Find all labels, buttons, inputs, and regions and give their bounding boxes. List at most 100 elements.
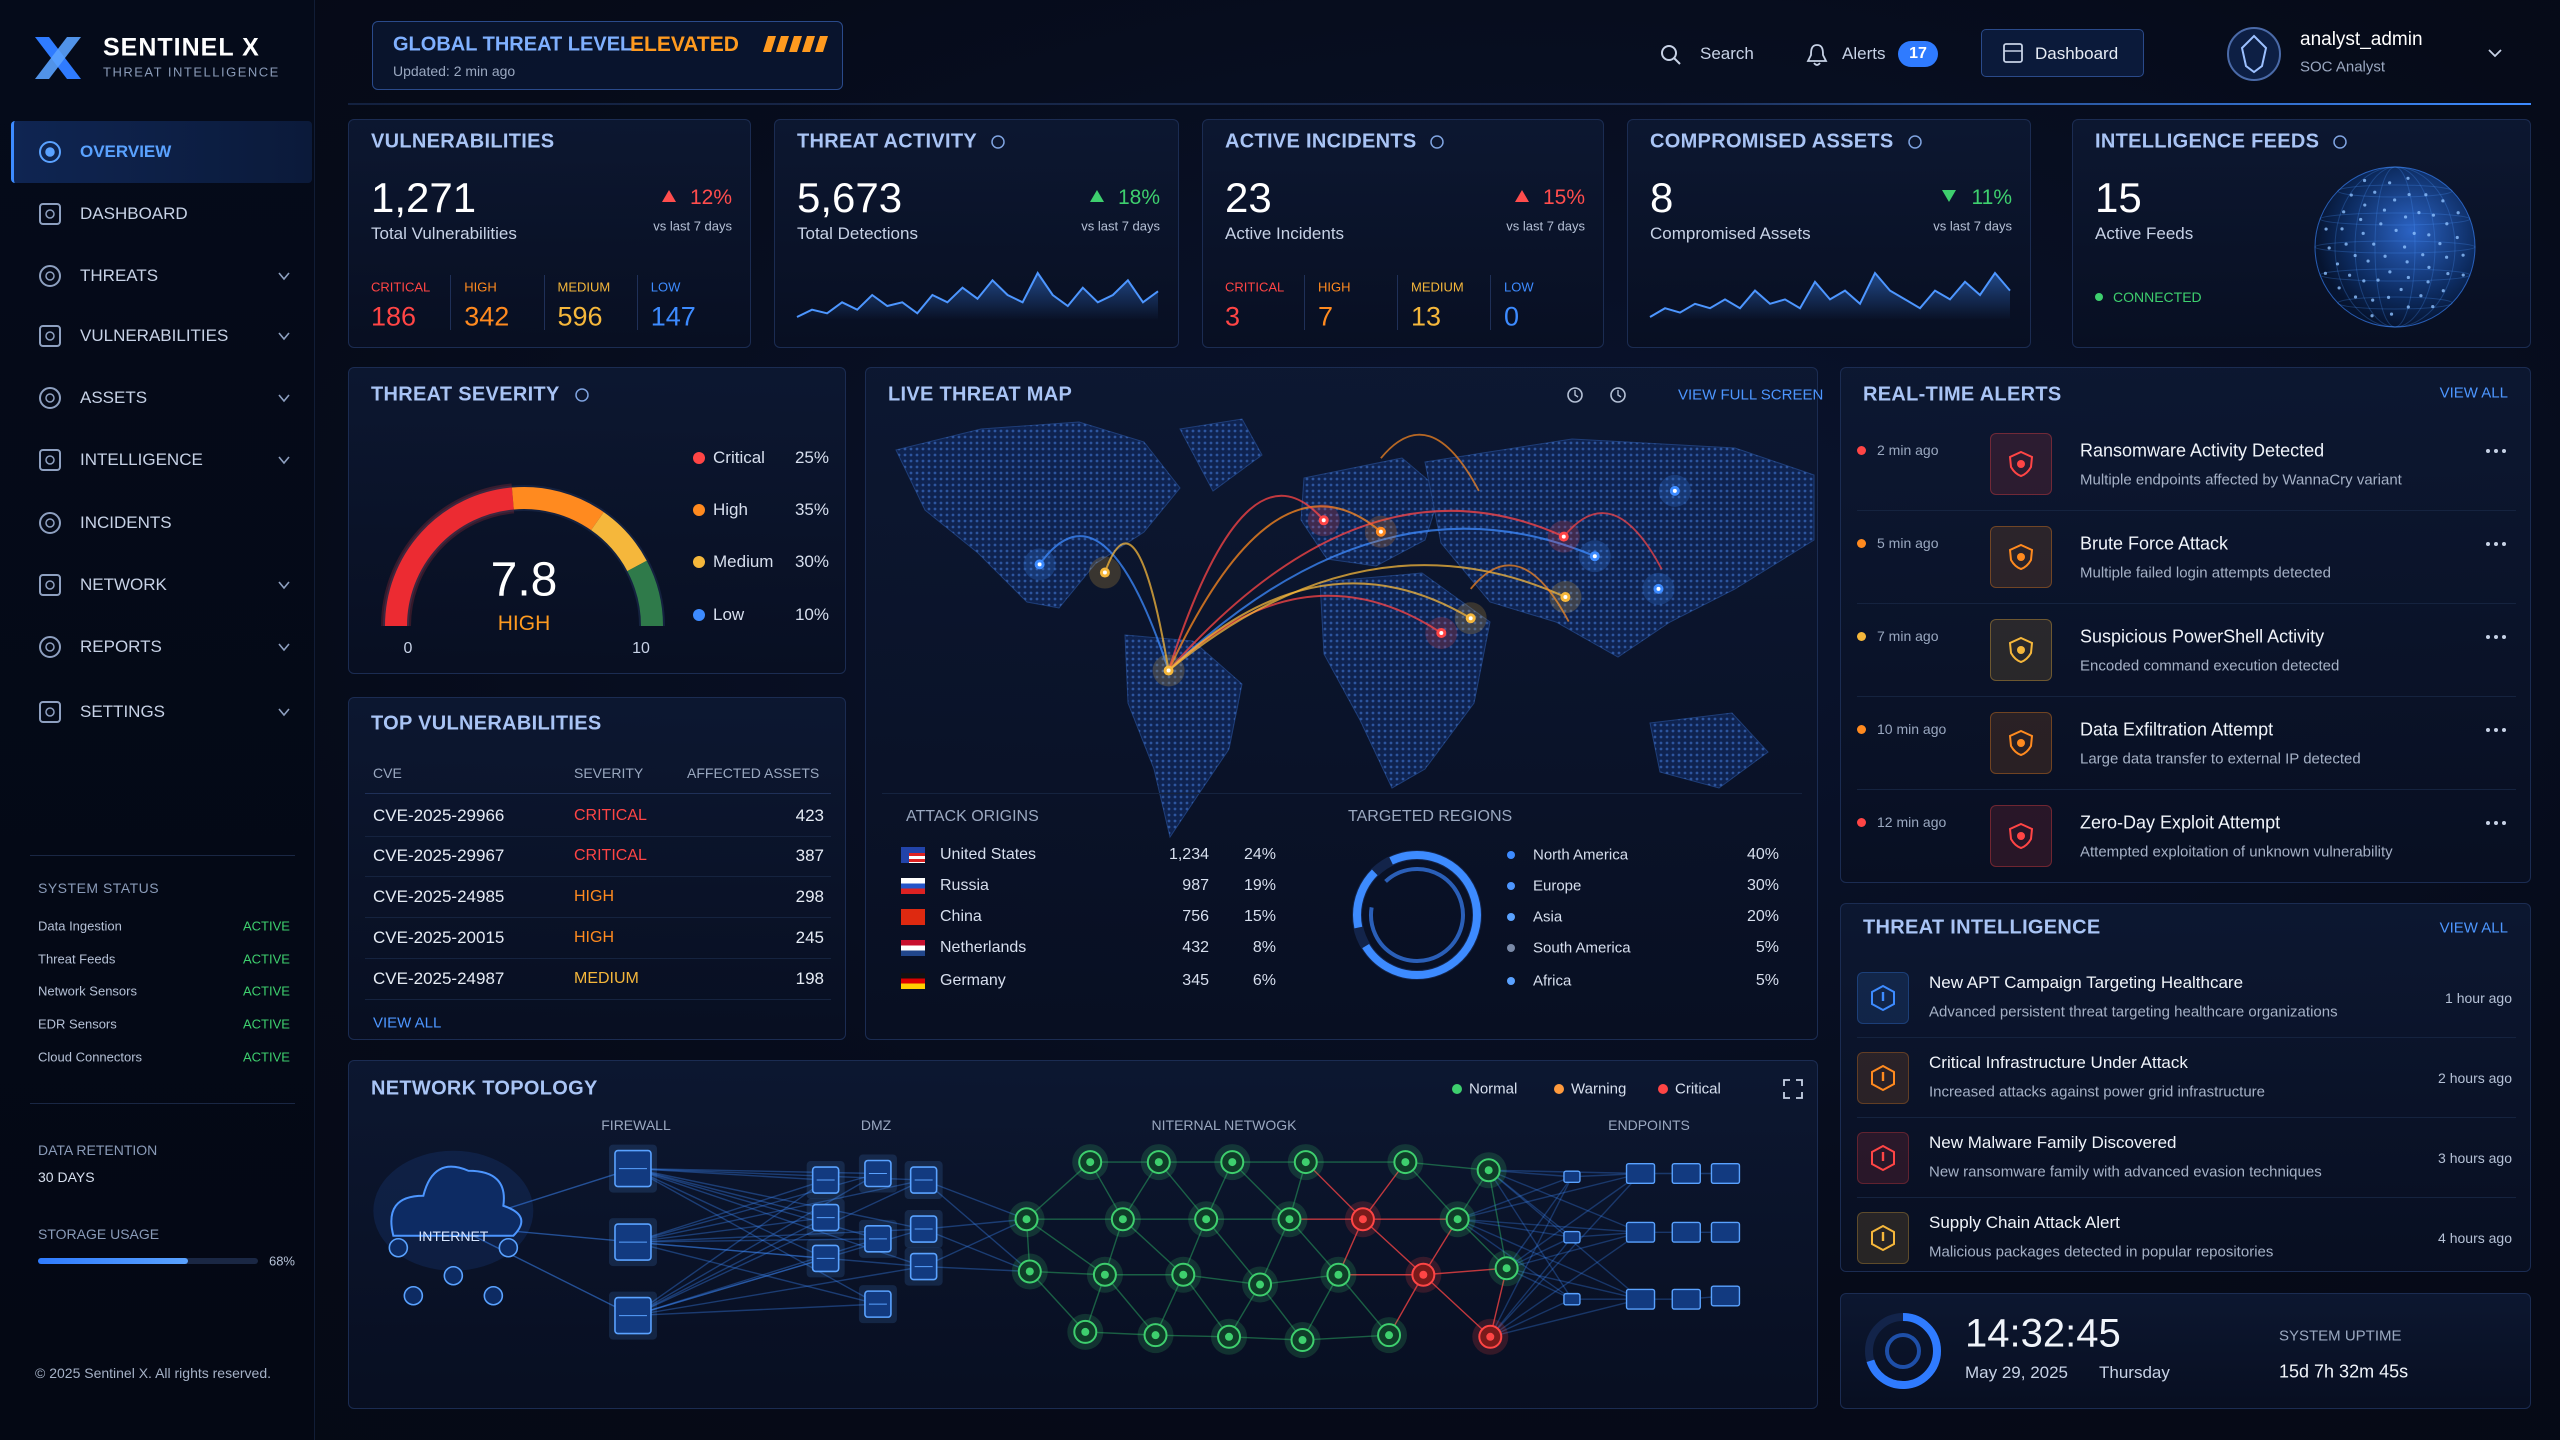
internet-node: [443, 1265, 464, 1286]
ring-core: [1885, 1333, 1921, 1369]
trend-arrow-shape: [1942, 190, 1956, 202]
origin-count: 345: [1182, 972, 1209, 989]
intel-time: 3 hours ago: [2438, 1150, 2512, 1166]
nav-icon-shape: [39, 203, 61, 225]
alert-menu[interactable]: [2486, 728, 2508, 736]
status-value: ACTIVE: [243, 951, 290, 967]
link: [1457, 1172, 1641, 1220]
alert-menu[interactable]: [2486, 635, 2508, 643]
nav-item[interactable]: THREATS: [80, 266, 159, 285]
cve-severity: MEDIUM: [574, 970, 639, 987]
search[interactable]: Search: [1700, 44, 1754, 63]
alerts[interactable]: Alerts: [1842, 44, 1886, 63]
info-icon: [1430, 135, 1444, 149]
dashboard-button[interactable]: [1981, 29, 2144, 77]
alert-menu[interactable]: [2486, 449, 2508, 457]
globe-dot: [2393, 198, 2397, 202]
alert-glyph: [2008, 729, 2034, 757]
view-all[interactable]: VIEW ALL: [2439, 919, 2508, 937]
stripe: [776, 36, 789, 52]
status-dot: [2095, 293, 2103, 301]
alert-glyph-dot: [2017, 739, 2025, 747]
zone-label: ENDPOINTS: [1608, 1117, 1690, 1133]
alert-glyph-dot: [2017, 553, 2025, 561]
globe-meridian: [2374, 166, 2416, 328]
nav-item[interactable]: SETTINGS: [80, 702, 166, 721]
origin-count: 432: [1182, 939, 1209, 956]
alert-glyph-dot: [2017, 460, 2025, 468]
alert-menu[interactable]: [2486, 542, 2508, 550]
region-dot: [1507, 977, 1515, 985]
nav-item[interactable]: ASSETS: [80, 388, 148, 407]
expand: [1783, 1079, 1803, 1099]
globe-dot: [2456, 211, 2460, 215]
link: [632, 1241, 826, 1260]
globe-dot: [2372, 242, 2376, 246]
globe-dot: [2335, 262, 2340, 266]
link: [1337, 1274, 1390, 1336]
sparkline: [1649, 271, 2011, 320]
alert-glyph: [2008, 822, 2034, 850]
alert-glyph-dot: [2017, 646, 2025, 654]
view-all[interactable]: VIEW ALL: [2439, 384, 2508, 402]
link: [632, 1241, 879, 1305]
storage-track: [38, 1258, 258, 1264]
nav-item[interactable]: INTELLIGENCE: [80, 450, 203, 469]
origin-country: United States: [940, 846, 1037, 863]
intel-icon: [1871, 1224, 1895, 1252]
intel-time: 1 hour ago: [2445, 990, 2512, 1006]
nav-item[interactable]: INCIDENTS: [80, 513, 172, 532]
link: [1104, 1274, 1157, 1336]
nav-item[interactable]: NETWORK: [80, 575, 167, 594]
alert-divider: [1857, 696, 2516, 697]
info-ring: [2333, 135, 2347, 149]
host-core: [1154, 1158, 1163, 1167]
alert-icon: [2008, 450, 2034, 478]
threat-level-stripes: [763, 36, 828, 52]
nav-item[interactable]: VULNERABILITIES: [80, 326, 229, 345]
search-icon: [1661, 45, 1681, 65]
legend-dot: [1554, 1084, 1564, 1094]
chevron: [278, 456, 290, 465]
attack-origins-title: ATTACK ORIGINS: [906, 808, 1039, 825]
nav-icon-shape: [39, 141, 61, 163]
gauge-arc: [381, 483, 515, 627]
user-chevron: [2488, 49, 2502, 58]
host-core: [1298, 1336, 1307, 1345]
dashboard-label[interactable]: Dashboard: [2035, 44, 2119, 63]
alert-menu[interactable]: [2486, 821, 2508, 829]
link: [1457, 1176, 1573, 1220]
nav-icon-dot: [45, 707, 55, 717]
regions-ring: [1352, 850, 1482, 980]
nav-item[interactable]: OVERVIEW: [80, 142, 172, 161]
nav-icon: [39, 141, 61, 163]
hotspot-core: [1321, 518, 1326, 523]
kpi-change: 11%: [1971, 186, 2012, 209]
clock-ring: [1865, 1313, 1941, 1389]
intel-title: New APT Campaign Targeting Healthcare: [1929, 973, 2244, 992]
attack-arc: [1563, 512, 1663, 570]
breakdown-label: CRITICAL: [371, 279, 431, 295]
link: [1029, 1271, 1086, 1333]
nav-icon-shape: [39, 636, 61, 658]
globe-dot: [2426, 280, 2430, 284]
kpi-title: THREAT ACTIVITY: [797, 130, 978, 153]
region-name: South America: [1533, 939, 1631, 957]
nav-icon: [39, 701, 61, 723]
link: [632, 1179, 827, 1317]
status-name: Network Sensors: [38, 983, 137, 999]
globe-parallel: [2319, 212, 2471, 226]
link: [1231, 1161, 1290, 1220]
view-full-screen[interactable]: VIEW FULL SCREEN: [1678, 386, 1824, 404]
globe-dot: [2371, 298, 2375, 302]
nav-icon: [39, 387, 61, 409]
link: [1488, 1169, 1573, 1178]
kpi-title: ACTIVE INCIDENTS: [1225, 130, 1417, 153]
globe-dot: [2461, 273, 2465, 277]
nav-item[interactable]: DASHBOARD: [80, 204, 188, 223]
nav-icon-dot: [45, 393, 55, 403]
status-name: Data Ingestion: [38, 918, 122, 934]
hotspot-core: [1672, 488, 1677, 493]
nav-item[interactable]: REPORTS: [80, 637, 162, 656]
view-all[interactable]: VIEW ALL: [373, 1014, 442, 1032]
